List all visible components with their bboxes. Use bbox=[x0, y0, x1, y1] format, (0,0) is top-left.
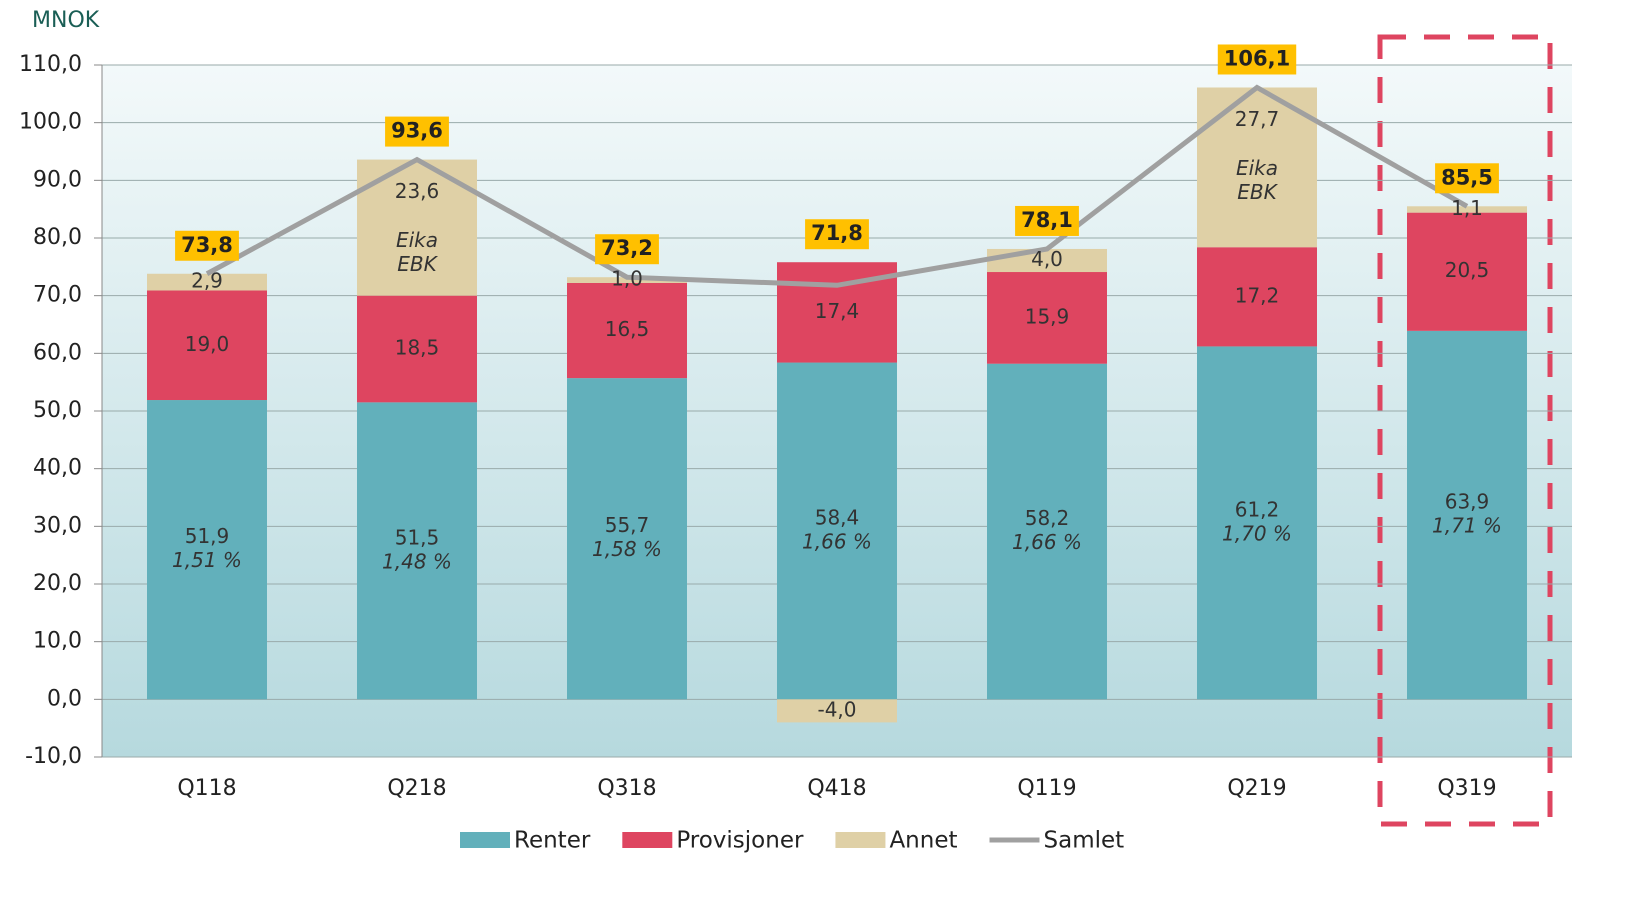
value-label: 4,0 bbox=[1031, 247, 1063, 271]
total-label: 106,1 bbox=[1224, 46, 1290, 70]
annotation: Eika bbox=[396, 228, 438, 252]
y-tick-label: 70,0 bbox=[33, 283, 82, 308]
legend-swatch bbox=[460, 832, 510, 848]
value-label: 61,2 bbox=[1235, 497, 1280, 521]
y-tick-label: 90,0 bbox=[33, 167, 82, 192]
value-label: 18,5 bbox=[395, 336, 440, 360]
annotation: 1,71 % bbox=[1432, 514, 1502, 538]
bar bbox=[1407, 206, 1527, 213]
total-label: 71,8 bbox=[811, 221, 863, 245]
bar bbox=[987, 272, 1107, 364]
annotation: 1,51 % bbox=[172, 548, 242, 572]
value-label: -4,0 bbox=[817, 697, 856, 721]
total-label-bg bbox=[1015, 205, 1079, 236]
bar bbox=[567, 277, 687, 283]
x-tick-label: Q218 bbox=[387, 776, 446, 801]
legend-swatch bbox=[835, 832, 886, 848]
value-label: 58,2 bbox=[1025, 506, 1070, 530]
total-label-bg bbox=[805, 219, 869, 250]
y-tick-label: 100,0 bbox=[19, 110, 82, 135]
annotation: EBK bbox=[397, 252, 438, 276]
legend-label: Renter bbox=[514, 828, 591, 854]
value-label: 20,5 bbox=[1445, 258, 1490, 282]
value-label: 19,0 bbox=[185, 332, 230, 356]
line bbox=[205, 84, 1469, 288]
bar bbox=[1197, 247, 1317, 347]
x-tick-label: Q219 bbox=[1227, 776, 1286, 801]
legend-label: Samlet bbox=[1044, 828, 1125, 854]
value-label: 51,5 bbox=[395, 525, 440, 549]
bar bbox=[357, 295, 477, 403]
value-label: 15,9 bbox=[1025, 304, 1070, 328]
x-tick-label: Q319 bbox=[1437, 776, 1496, 801]
bar bbox=[357, 402, 477, 700]
bar bbox=[777, 699, 897, 723]
bar bbox=[777, 362, 897, 700]
y-tick-label: 110,0 bbox=[19, 52, 82, 77]
x-tick-label: Q418 bbox=[807, 776, 866, 801]
value-label: 23,6 bbox=[395, 179, 440, 203]
x-tick-label: Q318 bbox=[597, 776, 656, 801]
annotation: 1,66 % bbox=[802, 529, 872, 553]
value-label: 55,7 bbox=[605, 513, 650, 537]
bar bbox=[1197, 346, 1317, 700]
bar bbox=[987, 363, 1107, 700]
total-label-bg bbox=[1435, 163, 1499, 194]
value-label: 1,0 bbox=[611, 267, 643, 291]
x-tick-label: Q118 bbox=[177, 776, 236, 801]
value-label: 16,5 bbox=[605, 317, 650, 341]
annotation: 1,66 % bbox=[1012, 530, 1082, 554]
bar bbox=[147, 273, 267, 291]
x-tick-label: Q119 bbox=[1017, 776, 1076, 801]
bar bbox=[147, 400, 267, 700]
value-label: 17,2 bbox=[1235, 283, 1280, 307]
total-label: 78,1 bbox=[1021, 208, 1073, 232]
legend-label: Provisjoner bbox=[676, 828, 804, 854]
y-tick-label: 10,0 bbox=[33, 629, 82, 654]
total-label: 73,2 bbox=[601, 236, 653, 260]
y-tick-label: 20,0 bbox=[33, 571, 82, 596]
annotation: EBK bbox=[1237, 180, 1278, 204]
y-axis-label: MNOK bbox=[32, 8, 100, 33]
annotation: Eika bbox=[1236, 156, 1278, 180]
value-label: 1,1 bbox=[1451, 196, 1483, 220]
y-tick-label: 50,0 bbox=[33, 398, 82, 423]
bar bbox=[147, 290, 267, 401]
value-label: 17,4 bbox=[815, 299, 860, 323]
total-label: 73,8 bbox=[181, 233, 233, 257]
total-label-bg bbox=[175, 230, 239, 261]
total-label: 85,5 bbox=[1441, 165, 1493, 189]
y-tick-label: 0,0 bbox=[47, 686, 82, 711]
value-label: 51,9 bbox=[185, 524, 230, 548]
bar bbox=[1407, 330, 1527, 700]
total-label-bg bbox=[1217, 44, 1297, 75]
bar bbox=[1197, 87, 1317, 248]
annotation: 1,70 % bbox=[1222, 521, 1292, 545]
value-label: 27,7 bbox=[1235, 107, 1280, 131]
annotation: 1,58 % bbox=[592, 537, 662, 561]
total-label-bg bbox=[385, 116, 449, 147]
bar bbox=[567, 282, 687, 379]
y-tick-label: -10,0 bbox=[25, 744, 82, 769]
y-tick-label: 80,0 bbox=[33, 225, 82, 250]
value-label: 58,4 bbox=[815, 505, 860, 529]
legend-label: Annet bbox=[889, 828, 957, 854]
bar bbox=[567, 378, 687, 700]
legend-swatch bbox=[622, 832, 673, 848]
y-tick-label: 60,0 bbox=[33, 340, 82, 365]
y-tick-label: 30,0 bbox=[33, 513, 82, 538]
annotation: 1,48 % bbox=[382, 549, 452, 573]
value-label: 2,9 bbox=[191, 269, 223, 293]
total-label: 93,6 bbox=[391, 119, 443, 143]
y-tick-label: 40,0 bbox=[33, 456, 82, 481]
bar bbox=[1407, 212, 1527, 331]
total-label-bg bbox=[595, 234, 659, 265]
highlight-box bbox=[1377, 34, 1553, 827]
value-label: 63,9 bbox=[1445, 490, 1490, 514]
